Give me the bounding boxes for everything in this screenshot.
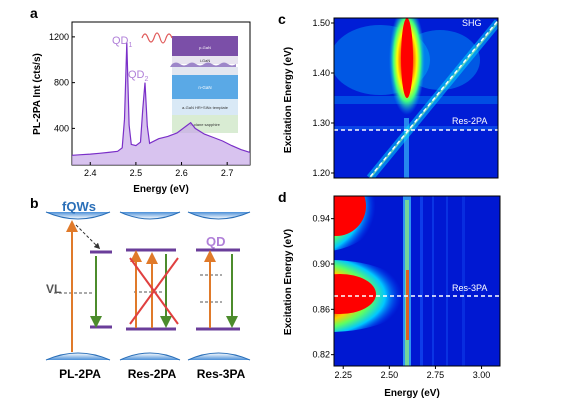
panel-d-letter: d: [278, 189, 287, 205]
plot-a-xlabel: Energy (eV): [133, 184, 189, 195]
label-pl-2pa: PL-2PA: [59, 367, 101, 381]
qd2-label: QD2: [128, 69, 149, 83]
x-tick-label: 2.4: [84, 168, 97, 178]
plot-c-frame: [333, 17, 499, 179]
plot-a-ylabel: PL-2PA Int (cts/s): [32, 53, 43, 135]
label-res-2pa: Res-2PA: [128, 367, 177, 381]
panel-d: d Res-3PA 0.82 0.86 0.90 0.94 2.25 2.50 2.75 3.…: [278, 189, 501, 399]
qd1-label: QD1: [112, 35, 133, 49]
panel-c: c SHG Res-2PA 1.20 1.30 1.40 1.50 Excitatio…: [278, 11, 501, 183]
layer-stack-inset: p-GaN i-GaN n-GaN a-GaN HR+SiNx template…: [141, 32, 238, 133]
spectrum-line: [71, 42, 251, 156]
top-qw-curves: [45, 211, 251, 220]
panel-c-letter: c: [278, 11, 286, 27]
inset-layer-3: a-GaN HR+SiNx template: [182, 105, 229, 110]
y-tick-label: 0.90: [312, 259, 330, 269]
diagram-pl-2pa: [54, 220, 112, 352]
res-3pa-label: Res-3PA: [452, 283, 487, 293]
x-tick-label: 2.25: [334, 370, 352, 380]
plot-d-ylabel: Excitation Energy (eV): [283, 229, 294, 335]
plot-d-xlabel: Energy (eV): [384, 388, 440, 399]
y-tick-label: 1.20: [312, 168, 330, 178]
plot-d-frame: [333, 195, 501, 367]
plot-c-axis: 1.20 1.30 1.40 1.50: [312, 18, 334, 178]
fqws-label: fQWs: [62, 199, 96, 214]
plot-a-area: 2.4 2.5 2.6 2.7 400 800 1200: [49, 32, 251, 178]
y-tick-label: 1200: [49, 32, 69, 42]
x-tick-label: 2.6: [175, 168, 188, 178]
res-2pa-label: Res-2PA: [452, 116, 487, 126]
vl-label: VL: [46, 282, 61, 296]
x-tick-label: 3.00: [473, 370, 491, 380]
y-tick-label: 400: [54, 123, 69, 133]
spectrum-area: [72, 42, 250, 165]
diagram-res-3pa: [196, 248, 240, 331]
x-tick-label: 2.7: [221, 168, 234, 178]
inset-layer-0: p-GaN: [199, 45, 211, 50]
x-tick-label: 2.5: [130, 168, 143, 178]
x-tick-label: 2.75: [427, 370, 445, 380]
inset-layer-4: n-plane sapphire: [190, 122, 221, 127]
panel-a: a p-GaN i-GaN n-GaN a-GaN HR+SiNx templa…: [30, 5, 251, 195]
bottom-qw-curves: [45, 352, 251, 361]
diagram-res-2pa: [126, 248, 179, 331]
laser-pulse-icon: [141, 32, 173, 44]
plot-c-ylabel: Excitation Energy (eV): [283, 47, 294, 153]
panel-b-letter: b: [30, 195, 39, 211]
y-tick-label: 1.40: [312, 68, 330, 78]
inset-layer-1: i-GaN: [200, 58, 211, 63]
y-tick-label: 0.82: [312, 350, 330, 360]
y-tick-label: 0.94: [312, 214, 330, 224]
qd-label: QD: [206, 234, 226, 249]
shg-label: SHG: [462, 18, 482, 28]
heatmap-c: [334, 18, 498, 178]
inset-layer-2: n-GaN: [198, 85, 211, 90]
label-res-3pa: Res-3PA: [197, 367, 246, 381]
y-tick-label: 1.30: [312, 118, 330, 128]
heatmap-d: [334, 196, 500, 366]
x-tick-label: 2.50: [381, 370, 399, 380]
y-tick-label: 0.86: [312, 304, 330, 314]
y-tick-label: 800: [54, 78, 69, 88]
shg-line: [365, 17, 501, 183]
panel-b: b fQWs QD VL: [30, 195, 251, 381]
panel-a-letter: a: [30, 5, 38, 21]
plot-d-axis: 0.82 0.86 0.90 0.94 2.25 2.50 2.75 3.00: [312, 214, 490, 380]
y-tick-label: 1.50: [312, 18, 330, 28]
